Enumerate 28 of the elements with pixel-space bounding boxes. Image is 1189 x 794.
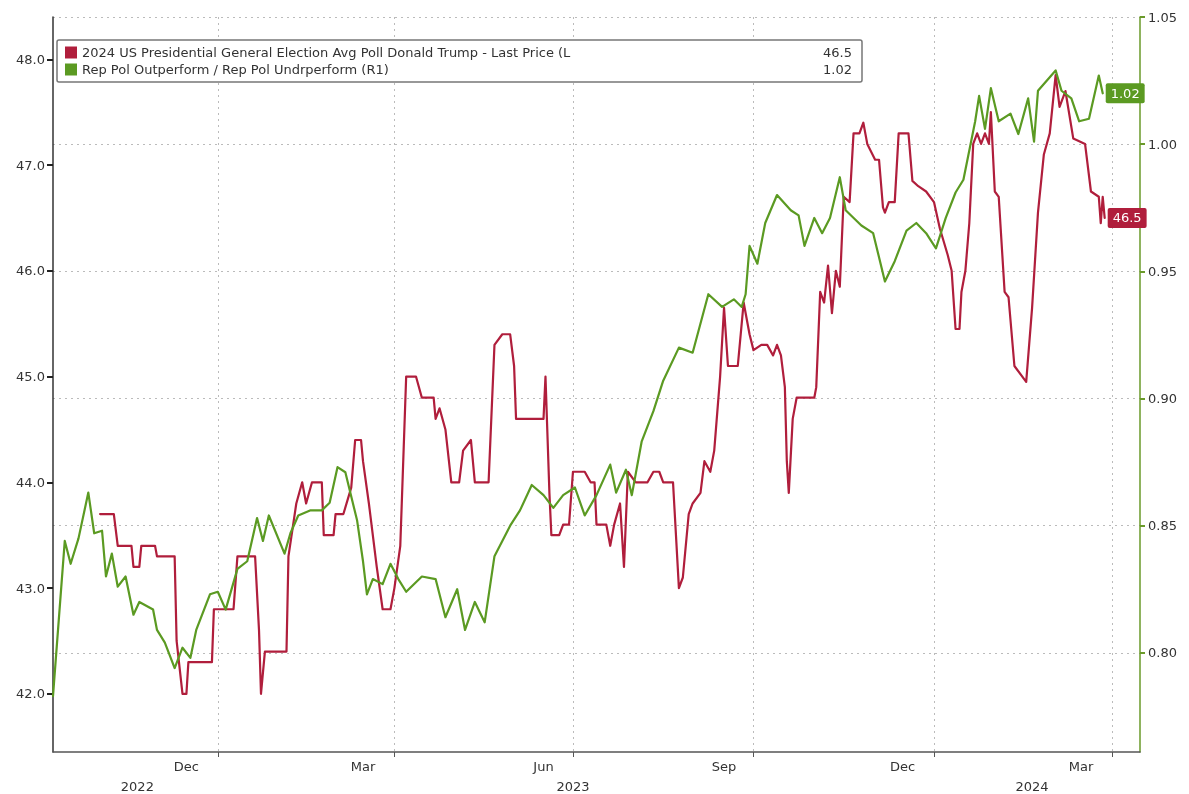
x-tick-label: Dec (890, 759, 916, 774)
y-tick-label: 48.0 (16, 51, 45, 67)
y-tick-label: 47.0 (16, 157, 45, 173)
x-tick-label: Dec (173, 759, 199, 774)
y-tick-label: 43.0 (16, 580, 45, 596)
annotation: 1.02 (823, 62, 852, 77)
x2-tick-label: 2023 (556, 779, 590, 794)
y-tick-label: 46.0 (16, 263, 45, 279)
x2-tick-label: 2022 (120, 779, 154, 794)
legend-label: Rep Pol Outperform / Rep Pol Undrperform (R1) (82, 62, 389, 77)
x-tick-label: Mar (350, 759, 376, 774)
annotation: 46.5 (823, 45, 852, 60)
y2-tick-label: 0.80 (1148, 645, 1177, 661)
data-label: 1.02 (1110, 85, 1140, 101)
y2-tick-label: 0.90 (1148, 390, 1177, 406)
data-label: 46.5 (1112, 210, 1142, 226)
x-tick-label: Sep (711, 759, 737, 774)
y2-tick-label: 1.05 (1148, 9, 1177, 25)
y2-tick-label: 0.85 (1148, 518, 1177, 534)
y-tick-label: 44.0 (16, 474, 45, 490)
x-tick-label: Mar (1068, 759, 1095, 774)
x-tick-label: Jun (532, 759, 554, 774)
y-tick-label: 42.0 (16, 686, 45, 702)
y2-tick-label: 1.00 (1148, 136, 1177, 152)
x2-tick-label: 2024 (1015, 779, 1049, 794)
y-tick-label: 45.0 (16, 369, 45, 385)
legend-label: 2024 US Presidential General Election Avg Poll Donald Trump - Last Price (L (82, 45, 572, 60)
y2-tick-label: 0.95 (1148, 263, 1177, 279)
